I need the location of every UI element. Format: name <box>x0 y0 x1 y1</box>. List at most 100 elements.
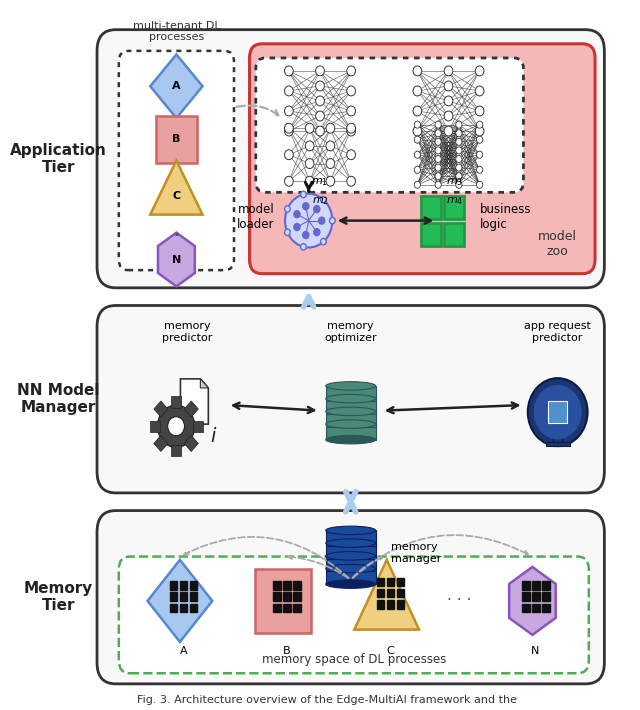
Bar <box>156 116 197 163</box>
Bar <box>284 592 291 601</box>
Text: A: A <box>180 645 188 655</box>
Text: · · ·: · · · <box>447 594 472 608</box>
Text: $m_1$: $m_1$ <box>312 176 328 187</box>
Circle shape <box>456 138 462 146</box>
Circle shape <box>305 176 314 186</box>
Bar <box>170 581 177 589</box>
Ellipse shape <box>326 539 376 547</box>
Circle shape <box>444 126 453 136</box>
Bar <box>273 604 281 612</box>
Circle shape <box>444 66 453 76</box>
Circle shape <box>444 96 453 106</box>
Circle shape <box>347 106 355 116</box>
Ellipse shape <box>326 526 376 535</box>
Bar <box>420 223 441 246</box>
Bar <box>397 589 404 597</box>
Circle shape <box>413 106 422 116</box>
Bar <box>170 604 177 612</box>
Circle shape <box>435 181 441 188</box>
Text: model
loader: model loader <box>237 203 275 231</box>
Circle shape <box>285 229 290 236</box>
Bar <box>326 386 376 401</box>
Bar <box>397 600 404 608</box>
Text: A: A <box>172 81 180 92</box>
Circle shape <box>285 150 293 160</box>
Bar <box>190 604 197 612</box>
Bar <box>154 435 168 452</box>
Circle shape <box>456 173 462 180</box>
Circle shape <box>326 158 335 168</box>
Circle shape <box>294 224 300 231</box>
Circle shape <box>435 138 441 146</box>
Circle shape <box>285 126 293 136</box>
Circle shape <box>301 191 307 197</box>
Circle shape <box>285 86 293 96</box>
Bar <box>180 581 188 589</box>
Polygon shape <box>150 160 202 214</box>
Bar <box>532 581 540 589</box>
Bar <box>326 411 376 427</box>
Bar <box>377 577 384 586</box>
Ellipse shape <box>326 580 376 589</box>
Ellipse shape <box>326 564 376 573</box>
Text: $m_3$: $m_3$ <box>446 176 463 187</box>
Circle shape <box>476 106 484 116</box>
Circle shape <box>414 181 420 188</box>
Circle shape <box>326 176 335 186</box>
Bar <box>184 435 198 452</box>
FancyBboxPatch shape <box>119 51 234 270</box>
FancyBboxPatch shape <box>256 58 524 192</box>
Ellipse shape <box>326 552 376 560</box>
Circle shape <box>347 124 355 133</box>
Text: Memory
Tier: Memory Tier <box>24 581 93 613</box>
Circle shape <box>476 66 484 76</box>
Bar <box>171 396 181 408</box>
Bar <box>326 556 376 572</box>
Bar <box>193 420 202 432</box>
Bar <box>326 530 376 546</box>
Bar <box>293 592 301 601</box>
Bar <box>546 442 570 446</box>
Circle shape <box>305 158 314 168</box>
Circle shape <box>294 211 300 218</box>
Circle shape <box>285 106 293 116</box>
Bar <box>522 592 530 601</box>
Circle shape <box>477 181 483 188</box>
Circle shape <box>319 217 324 224</box>
Bar <box>190 592 197 601</box>
Text: app request
predictor: app request predictor <box>524 321 591 343</box>
FancyBboxPatch shape <box>97 305 604 493</box>
Circle shape <box>157 405 195 447</box>
Bar <box>553 437 562 446</box>
Ellipse shape <box>326 435 376 444</box>
Bar <box>387 600 394 608</box>
Text: C: C <box>172 191 180 201</box>
Bar <box>293 581 301 589</box>
Circle shape <box>347 150 355 160</box>
Bar <box>170 592 177 601</box>
Circle shape <box>413 126 422 136</box>
Circle shape <box>314 229 320 236</box>
Text: NN Model
Manager: NN Model Manager <box>17 383 100 415</box>
Circle shape <box>456 121 462 129</box>
Text: business
logic: business logic <box>480 203 531 231</box>
Circle shape <box>316 66 324 76</box>
Bar <box>180 592 188 601</box>
Bar <box>532 592 540 601</box>
Bar <box>284 604 291 612</box>
Bar <box>532 604 540 612</box>
Bar <box>387 589 394 597</box>
Bar <box>548 401 567 423</box>
Circle shape <box>456 164 462 171</box>
Circle shape <box>314 206 320 212</box>
Bar <box>387 577 394 586</box>
Bar <box>180 604 188 612</box>
Bar <box>255 569 311 633</box>
Circle shape <box>305 141 314 151</box>
Circle shape <box>435 155 441 163</box>
Text: N: N <box>172 254 181 265</box>
Circle shape <box>326 141 335 151</box>
Text: B: B <box>283 645 290 655</box>
Bar <box>273 581 281 589</box>
Circle shape <box>435 164 441 171</box>
